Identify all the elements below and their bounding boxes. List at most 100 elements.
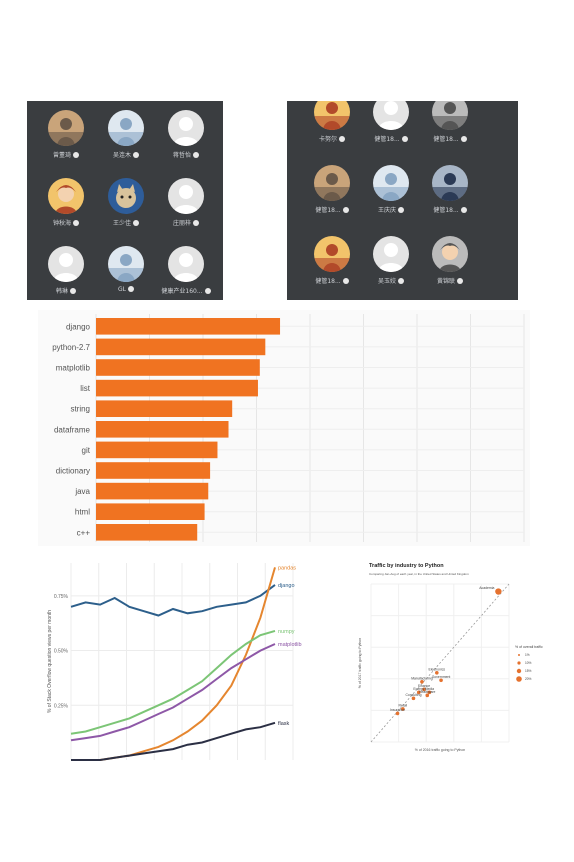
verified-icon [133, 152, 139, 158]
member-item[interactable]: 王庆庆 [358, 165, 424, 214]
point-electronics [435, 670, 439, 675]
series-label: flask [278, 721, 290, 727]
default-avatar[interactable] [48, 246, 84, 282]
point-label: Healthcare [419, 690, 436, 694]
default-avatar[interactable] [168, 178, 204, 214]
bar-html [96, 503, 205, 520]
member-item[interactable]: 黄锦联 [417, 236, 483, 285]
bar-c++ [96, 524, 198, 541]
member-item[interactable]: 健管18... [417, 165, 483, 214]
member-name: 健管18... [315, 207, 341, 214]
member-item[interactable]: 吴连木 [93, 110, 159, 159]
member-name: 健管18... [374, 136, 400, 143]
point-label: Retail [399, 703, 408, 707]
photo-avatar[interactable] [432, 101, 468, 130]
member-item[interactable]: 王少佳 [93, 178, 159, 227]
y-axis-label: % of 2017 traffic going to Python [358, 638, 362, 689]
member-grid-right: 卡努尔 健管18... 健管18... 健管18... 王庆庆 健管18... 健管18..… [287, 101, 518, 300]
photo-avatar[interactable] [108, 246, 144, 282]
bar-django [96, 318, 281, 335]
member-item[interactable]: 蒋哲怡 [153, 110, 219, 159]
member-name: 卡努尔 [318, 136, 337, 143]
member-item[interactable]: 韩琳 [33, 246, 99, 295]
point-insurance [395, 711, 400, 716]
default-avatar[interactable] [168, 110, 204, 146]
category-label: html [75, 508, 90, 517]
industry-traffic-scatter-chart: Traffic by industry to Python Comparing J… [358, 563, 543, 752]
member-item[interactable]: 庄丽梓 [153, 178, 219, 227]
member-item[interactable]: 健管18... [417, 101, 483, 143]
verified-icon [339, 136, 345, 142]
photo-avatar[interactable] [314, 101, 350, 130]
photo-avatar[interactable] [314, 236, 350, 272]
point-healthcare [425, 693, 430, 698]
point-label: Media [425, 687, 434, 691]
member-item[interactable]: 吴玉姣 [358, 236, 424, 285]
python-packages-line-chart: 0.75% 0.50% 0.25%% of Stack Overflow quest… [47, 563, 302, 761]
series-label: matplotlib [278, 642, 302, 648]
member-item[interactable]: 健康产业160... [153, 246, 219, 295]
bar-list [96, 379, 258, 397]
member-item[interactable]: 曾董琦 [33, 110, 99, 159]
member-item[interactable]: 健管18... [299, 236, 365, 285]
member-name: 健康产业160... [161, 288, 203, 295]
series-label: pandas [278, 565, 296, 571]
verified-icon [193, 152, 199, 158]
point-label: Finance [418, 684, 430, 688]
verified-icon [457, 278, 463, 284]
photo-avatar[interactable] [432, 165, 468, 201]
legend-item: 15% [525, 669, 532, 673]
point-label: Electronics [429, 667, 446, 671]
photo-avatar[interactable] [108, 110, 144, 146]
verified-icon [401, 136, 408, 142]
default-avatar[interactable] [373, 236, 409, 272]
legend-swatch [516, 668, 522, 674]
member-name: 健管18... [433, 207, 459, 214]
cat-avatar[interactable] [108, 178, 144, 214]
member-name: 吴玉姣 [377, 278, 396, 285]
point-label: Energy [413, 687, 424, 691]
y-tick-label: 0.25% [54, 703, 69, 709]
verified-icon [204, 288, 211, 294]
member-name: 王庆庆 [377, 207, 396, 214]
member-item[interactable]: 健管18... [299, 165, 365, 214]
legend-swatch [518, 654, 520, 656]
member-name: 健管18... [433, 136, 459, 143]
point-label: Insurance [390, 708, 405, 712]
category-label: django [66, 322, 91, 331]
member-name: 曾董琦 [52, 152, 71, 159]
verified-icon [398, 207, 404, 213]
verified-icon [73, 220, 79, 226]
member-item[interactable]: GL [93, 246, 159, 293]
legend-swatch [516, 676, 522, 682]
bar-matplotlib [96, 359, 260, 376]
legend-item: 1% [525, 653, 530, 657]
chart-subtitle: Comparing Jan-Aug of each year, in the U… [369, 572, 469, 576]
member-item[interactable]: 卡努尔 [299, 101, 365, 143]
point-label: Government [432, 675, 451, 679]
default-avatar[interactable] [373, 101, 409, 130]
verified-icon [398, 278, 404, 284]
member-name: 蒋哲怡 [172, 152, 191, 159]
category-label: dictionary [56, 467, 90, 476]
reference-line [370, 583, 510, 743]
category-label: string [70, 405, 90, 414]
member-grid-left: 曾董琦 吴连木 蒋哲怡钟秋海 王少佳 庄丽梓韩琳 GL 健康产业160... [27, 101, 223, 300]
cartoon-avatar[interactable] [432, 236, 468, 272]
point-government [439, 678, 443, 683]
photo-avatar[interactable] [373, 165, 409, 201]
bar-java [96, 482, 209, 500]
member-item[interactable]: 钟秋海 [33, 178, 99, 227]
verified-icon [460, 136, 467, 142]
cartoon-avatar[interactable] [48, 178, 84, 214]
category-label: java [74, 487, 90, 496]
member-item[interactable]: 健管18... [358, 101, 424, 143]
photo-avatar[interactable] [48, 110, 84, 146]
category-label: c++ [77, 528, 91, 537]
photo-avatar[interactable] [314, 165, 350, 201]
point-label: Consulting [405, 693, 421, 697]
legend-item: 10% [525, 661, 532, 665]
y-tick-label: 0.50% [54, 649, 69, 655]
legend-title: % of overall traffic [515, 645, 543, 649]
default-avatar[interactable] [168, 246, 204, 282]
